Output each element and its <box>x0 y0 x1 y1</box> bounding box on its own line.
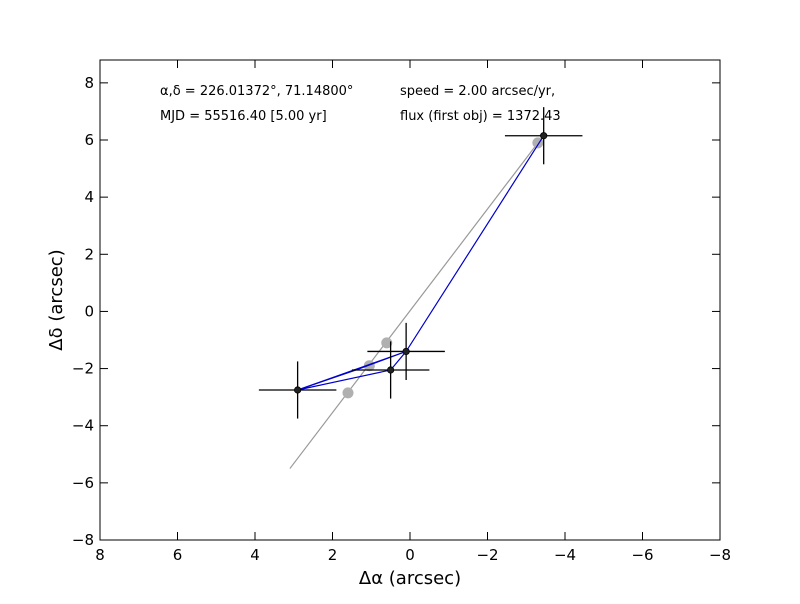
y-tick-label: 6 <box>84 131 94 149</box>
x-tick-label: 4 <box>250 546 260 564</box>
observed-point <box>402 347 410 356</box>
x-tick-label: 8 <box>95 546 105 564</box>
model-line <box>289 142 539 469</box>
x-tick-label: −2 <box>476 546 498 564</box>
annotation-radec: α,δ = 226.01372°, 71.14800° <box>160 84 353 99</box>
model-point <box>342 387 354 399</box>
y-tick-label: −8 <box>72 531 94 549</box>
plot-frame <box>99 59 721 541</box>
y-tick-label: −2 <box>72 360 94 378</box>
annotation-speed: speed = 2.00 arcsec/yr, <box>400 84 555 99</box>
model-layer <box>289 137 544 469</box>
y-axis-label: Δδ (arcsec) <box>46 249 67 350</box>
observed-layer <box>258 107 583 419</box>
annotation-mjd: MJD = 55516.40 [5.00 yr] <box>160 109 327 124</box>
y-tick-label: 4 <box>84 188 94 206</box>
annotation-flux: flux (first obj) = 1372.43 <box>400 109 561 124</box>
observed-point <box>387 366 395 374</box>
y-tick-label: 2 <box>84 245 94 263</box>
x-axis-label: Δα (arcsec) <box>359 568 461 589</box>
y-tick-label: 0 <box>84 302 94 320</box>
x-tick-label: 6 <box>173 546 183 564</box>
x-tick-label: −4 <box>554 546 576 564</box>
y-tick-label: −6 <box>72 474 94 492</box>
x-tick-label: 0 <box>405 546 415 564</box>
observed-point <box>294 386 302 394</box>
x-tick-label: −6 <box>631 546 653 564</box>
model-point <box>381 337 393 349</box>
observed-point <box>540 132 548 140</box>
x-tick-label: 2 <box>328 546 338 564</box>
y-tick-label: −4 <box>72 417 94 435</box>
x-tick-label: −8 <box>709 546 731 564</box>
y-tick-label: 8 <box>84 74 94 92</box>
